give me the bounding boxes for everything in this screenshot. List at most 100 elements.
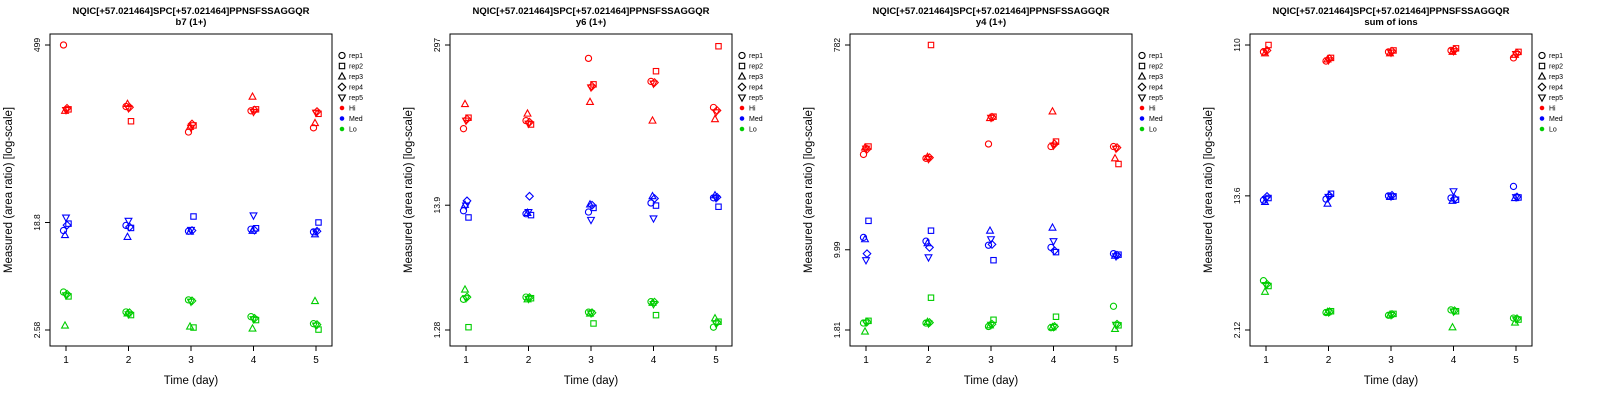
series-Hi — [859, 41, 1122, 168]
data-point-med-rep5 — [311, 228, 321, 237]
data-point-hi-rep5 — [124, 105, 133, 114]
legend-label-rep1: rep1 — [349, 53, 363, 60]
data-point-lo-rep2 — [927, 294, 935, 301]
data-point-med-rep2 — [865, 217, 872, 225]
data-point-hi-rep1 — [584, 54, 593, 63]
x-tick-label: 5 — [1513, 355, 1519, 366]
data-point-hi-rep2 — [715, 42, 722, 50]
data-point-med-rep5 — [249, 212, 258, 221]
data-point-lo-rep2 — [1052, 313, 1060, 320]
y-tick-label: 1.81 — [832, 321, 842, 338]
data-point-med-rep5 — [124, 217, 133, 226]
x-tick-label: 4 — [251, 355, 257, 366]
legend-symbol-rep1 — [738, 51, 746, 60]
data-point-hi-rep3 — [523, 108, 532, 117]
data-point-med-rep1 — [1447, 194, 1455, 202]
y-tick-label: 110 — [1232, 38, 1242, 52]
legend-symbol-Hi — [1539, 105, 1545, 111]
data-point-med-rep2 — [65, 220, 72, 227]
data-point-lo-rep2 — [652, 311, 660, 319]
y-tick-label: 2.58 — [32, 321, 42, 338]
series-Med — [59, 212, 322, 240]
data-point-med-rep3 — [860, 234, 870, 243]
y-axis-label: Measured (area ratio) [log-scale] — [1203, 107, 1215, 273]
legend-label-Hi: Hi — [1149, 106, 1156, 113]
data-point-med-rep5 — [1261, 196, 1271, 204]
legend-symbol-rep3 — [1137, 71, 1147, 80]
y-axis-ticks: 1.81 9.99 782 — [832, 38, 850, 338]
legend: rep1 rep2 rep3 rep4 rep5 Hi Med Lo — [1137, 51, 1163, 134]
data-point-hi-rep3 — [1385, 48, 1395, 57]
legend-symbol-rep3 — [1537, 71, 1547, 80]
legend-label-rep5: rep5 — [1549, 95, 1563, 102]
data-point-hi-rep3 — [1110, 153, 1120, 162]
legend-label-Hi: Hi — [749, 106, 756, 113]
data-point-med-rep1 — [984, 241, 993, 249]
data-point-hi-rep5 — [186, 124, 196, 133]
legend-symbol-rep2 — [338, 62, 346, 70]
legend-label-rep3: rep3 — [749, 74, 763, 81]
data-point-hi-rep1 — [59, 41, 68, 49]
data-point-hi-rep3 — [310, 118, 320, 127]
plot-panel-sum-of-ions: NQIC[+57.021464]SPC[+57.021464]PPNSFSSAG… — [1200, 0, 1600, 400]
series-Hi — [1259, 41, 1522, 66]
data-point-hi-rep4 — [862, 144, 872, 154]
plot-subtitle: b7 (1+) — [176, 17, 207, 28]
data-point-hi-rep2 — [1115, 160, 1122, 168]
data-point-med-rep3 — [60, 230, 70, 239]
data-point-med-rep4 — [1049, 246, 1060, 256]
data-point-hi-rep5 — [986, 114, 996, 123]
data-point-med-rep5 — [1511, 194, 1521, 203]
data-point-hi-rep1 — [309, 124, 318, 132]
plot-panel-b7: NQIC[+57.021464]SPC[+57.021464]PPNSFSSAG… — [0, 0, 400, 400]
data-point-lo-rep5 — [1386, 311, 1396, 320]
data-point-med-rep2 — [1052, 248, 1060, 256]
data-point-lo-rep5 — [461, 295, 471, 304]
data-point-lo-rep3 — [860, 326, 870, 335]
data-point-lo-rep5 — [1511, 316, 1521, 325]
legend-label-Lo: Lo — [1549, 127, 1557, 134]
data-point-med-rep2 — [1265, 194, 1272, 202]
data-point-med-rep1 — [584, 208, 593, 216]
y-tick-label: 782 — [832, 38, 842, 52]
data-point-lo-rep5 — [924, 320, 933, 329]
data-point-med-rep3 — [985, 225, 995, 234]
x-tick-label: 5 — [713, 355, 719, 366]
data-point-lo-rep5 — [986, 321, 996, 330]
data-point-med-rep3 — [1448, 195, 1457, 204]
x-tick-label: 2 — [926, 355, 932, 366]
plot-subtitle: y6 (1+) — [576, 17, 606, 28]
series-Med — [859, 217, 1122, 266]
x-axis-ticks: 1 2 3 4 5 — [1263, 346, 1519, 366]
data-point-med-rep4 — [187, 225, 197, 236]
legend-label-rep2: rep2 — [749, 64, 763, 71]
data-point-hi-rep5 — [711, 109, 721, 118]
plot-svg-sum-of-ions: NQIC[+57.021464]SPC[+57.021464]PPNSFSSAG… — [1203, 6, 1563, 387]
legend-label-rep1: rep1 — [1149, 53, 1163, 60]
plot-box — [849, 33, 1133, 347]
series-Lo — [1259, 277, 1522, 331]
legend-symbol-rep4 — [1537, 82, 1547, 92]
legend-symbol-rep2 — [1538, 62, 1546, 70]
plot-svg-b7-1-: NQIC[+57.021464]SPC[+57.021464]PPNSFSSAG… — [3, 6, 363, 387]
data-point-lo-rep3 — [310, 296, 320, 305]
y-tick-label: 499 — [32, 38, 42, 52]
x-tick-label: 4 — [651, 355, 657, 366]
data-point-lo-rep5 — [1324, 309, 1333, 318]
data-point-hi-rep3 — [1448, 47, 1457, 55]
legend-symbol-rep3 — [737, 71, 747, 80]
x-tick-label: 5 — [1113, 355, 1119, 366]
plot-svg-y6-1-: NQIC[+57.021464]SPC[+57.021464]PPNSFSSAG… — [403, 6, 763, 387]
data-point-hi-rep3 — [1048, 106, 1057, 115]
data-point-med-rep5 — [1386, 193, 1396, 202]
data-point-hi-rep5 — [586, 84, 596, 93]
x-tick-label: 1 — [1263, 355, 1269, 366]
legend-symbol-rep4 — [337, 82, 347, 92]
x-tick-label: 2 — [526, 355, 532, 366]
legend-symbol-rep5 — [1537, 94, 1547, 103]
x-axis-label: Time (day) — [1364, 375, 1419, 387]
data-point-lo-rep5 — [249, 316, 258, 325]
legend-symbol-Med — [1139, 116, 1145, 121]
series-Med — [1259, 182, 1522, 207]
